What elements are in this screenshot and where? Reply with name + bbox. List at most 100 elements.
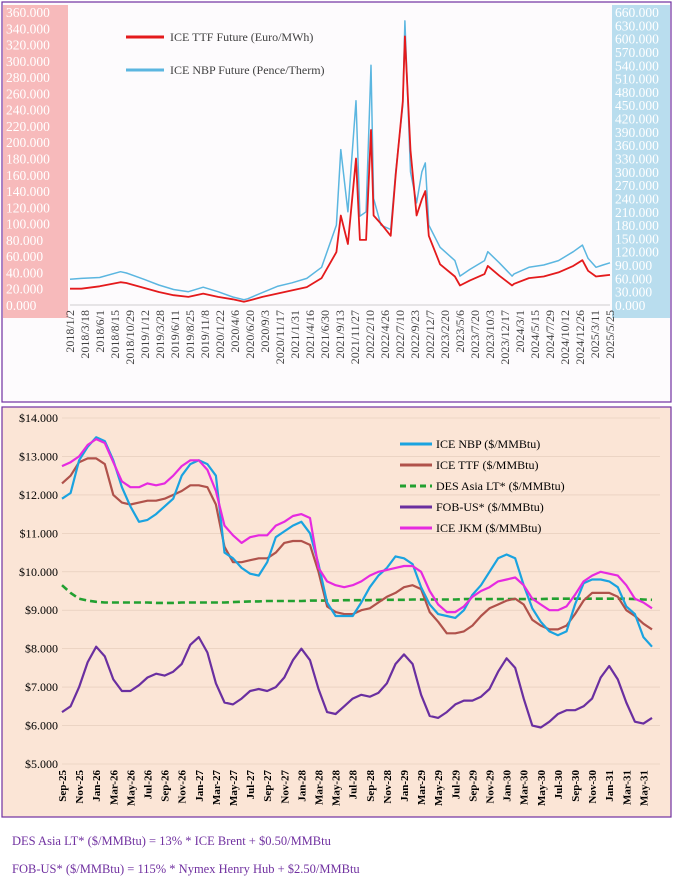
top-plot-area	[69, 20, 611, 303]
bottom-x-tick-label: Jul-27	[245, 770, 257, 800]
top-right-tick-label: 60.000	[615, 271, 652, 286]
top-right-tick-label: 570.000	[615, 45, 659, 60]
bottom-x-tick-label: Nov-25	[74, 770, 86, 804]
top-x-tick-label: 2022/9/23	[408, 310, 422, 359]
top-right-tick-label: 660.000	[615, 5, 659, 20]
top-x-tick-label: 2019/11/8	[198, 310, 212, 358]
bottom-x-tick-label: Mar-30	[519, 770, 531, 806]
bottom-x-tick-label: Jan-26	[91, 770, 103, 802]
top-left-tick-label: 40.000	[6, 265, 43, 280]
top-x-tick-label: 2022/12/7	[423, 310, 437, 359]
legend-label-jkm: ICE JKM ($/MMBtu)	[436, 521, 541, 535]
top-x-tick-label: 2023/5/6	[453, 310, 467, 353]
top-right-tick-label: 480.000	[615, 85, 659, 100]
top-x-tick-label: 2018/1/2	[63, 310, 77, 353]
bottom-x-tick-label: Sep-26	[160, 770, 172, 802]
footnote-fob-us: FOB-US* ($/MMBtu) = 115% * Nymex Henry H…	[12, 862, 360, 876]
legend-label-fob-us: FOB-US* ($/MMBtu)	[436, 500, 544, 514]
bottom-x-tick-label: May-30	[536, 770, 548, 807]
bottom-x-tick-label: Nov-27	[279, 770, 291, 804]
top-left-tick-label: 100.000	[6, 217, 50, 232]
series-line-ice-ttf-mmbtu	[61, 457, 653, 635]
top-left-tick-label: 0.000	[6, 298, 37, 313]
top-left-tick-label: 260.000	[6, 86, 50, 101]
bottom-x-tick-label: Jan-28	[296, 770, 308, 802]
top-x-tick-label: 2019/3/28	[153, 310, 167, 359]
top-right-tick-label: 510.000	[615, 72, 659, 87]
bottom-x-tick-label: Sep-27	[262, 770, 274, 802]
bottom-x-tick-label: Mar-28	[314, 770, 326, 806]
top-x-tick-label: 2024/7/29	[543, 310, 557, 359]
top-right-axis-band	[612, 5, 670, 318]
top-x-axis: 2018/1/2 2018/3/18 2018/6/1 2018/8/15 2018/1…	[63, 310, 617, 365]
bottom-x-tick-label: Mar-26	[108, 770, 120, 806]
top-right-tick-label: 390.000	[615, 125, 659, 140]
top-x-tick-label: 2020/9/3	[258, 310, 272, 353]
bottom-y-tick-label: $13.000	[19, 449, 58, 463]
top-left-tick-label: 360.000	[6, 5, 50, 20]
top-left-tick-label: 340.000	[6, 21, 50, 36]
top-right-tick-label: 30.000	[615, 285, 652, 300]
legend-label-ttf-future: ICE TTF Future (Euro/MWh)	[170, 30, 313, 44]
series-line-ice-ttf-future-euro-mwh	[70, 35, 611, 303]
bottom-x-tick-label: Jan-29	[399, 770, 411, 802]
top-x-tick-label: 2022/2/10	[363, 310, 377, 359]
bottom-y-tick-label: $12.000	[19, 488, 58, 502]
top-x-tick-label: 2021/11/27	[348, 310, 362, 364]
top-right-tick-label: 150.000	[615, 231, 659, 246]
top-right-tick-label: 450.000	[615, 98, 659, 113]
legend-label-nbp: ICE NBP ($/MMBtu)	[436, 437, 540, 451]
bottom-x-tick-label: May-27	[228, 770, 240, 807]
bottom-x-tick-label: May-31	[638, 770, 650, 806]
bottom-x-axis: Sep-25 Nov-25 Jan-26 Mar-26 May-26 Jul-26 Sep-…	[57, 770, 650, 807]
bottom-y-tick-label: $6.000	[25, 719, 58, 733]
series-line-ice-nbp-mmbtu	[61, 436, 653, 648]
top-x-tick-label: 2021/4/16	[303, 310, 317, 359]
bottom-y-tick-label: $9.000	[25, 603, 58, 617]
top-chart-frame	[1, 1, 672, 403]
top-right-tick-label: 330.000	[615, 152, 659, 167]
top-x-tick-label: 2019/1/12	[138, 310, 152, 359]
series-line-ice-jkm-mmbtu	[61, 438, 653, 614]
top-right-tick-label: 0.000	[615, 298, 646, 313]
bottom-y-tick-label: $11.000	[19, 526, 58, 540]
top-right-axis: 0.00030.00060.00090.000120.000150.000180…	[615, 5, 659, 313]
series-line-fob-us-mmbtu	[61, 636, 653, 729]
top-chart: 0.00020.00040.00060.00080.000100.000120.…	[1, 1, 672, 403]
top-x-tick-label: 2024/10/12	[558, 310, 572, 365]
top-x-tick-label: 2019/6/11	[168, 310, 182, 358]
top-left-tick-label: 160.000	[6, 168, 50, 183]
bottom-x-tick-label: May-28	[331, 770, 343, 807]
top-x-tick-label: 2025/5/25	[603, 310, 617, 359]
footnote-des-asia: DES Asia LT* ($/MMBtu) = 13% * ICE Brent…	[12, 834, 331, 848]
top-x-tick-label: 2022/4/26	[378, 310, 392, 359]
bottom-chart: $5.000 $6.000 $7.000 $8.000 $9.000 $10.000 $11…	[1, 406, 672, 818]
top-x-tick-label: 2018/8/15	[108, 310, 122, 359]
top-left-tick-label: 140.000	[6, 184, 50, 199]
bottom-x-tick-label: May-26	[125, 770, 137, 807]
top-left-tick-label: 60.000	[6, 249, 43, 264]
top-left-tick-label: 300.000	[6, 54, 50, 69]
series-line-ice-nbp-future-pence-therm	[69, 20, 611, 301]
series-line-des-asia-lt-mmbtu	[61, 584, 653, 605]
bottom-y-tick-label: $8.000	[25, 642, 58, 656]
top-left-tick-label: 220.000	[6, 119, 50, 134]
top-x-tick-label: 2022/7/10	[393, 310, 407, 359]
top-left-axis-band	[3, 5, 68, 318]
bottom-x-tick-label: Nov-28	[382, 770, 394, 804]
top-x-tick-label: 2024/5/15	[528, 310, 542, 359]
bottom-legend: ICE NBP ($/MMBtu) ICE TTF ($/MMBtu) DES …	[400, 437, 565, 535]
legend-label-des-asia: DES Asia LT* ($/MMBtu)	[436, 479, 565, 493]
bottom-y-axis: $5.000 $6.000 $7.000 $8.000 $9.000 $10.000 $11…	[19, 411, 58, 771]
top-x-tick-label: 2023/7/20	[468, 310, 482, 359]
bottom-x-tick-label: Mar-31	[621, 770, 633, 805]
top-right-tick-label: 630.000	[615, 18, 659, 33]
top-right-tick-label: 600.000	[615, 32, 659, 47]
bottom-x-tick-label: Jan-30	[502, 770, 514, 802]
top-left-tick-label: 120.000	[6, 200, 50, 215]
top-right-tick-label: 270.000	[615, 178, 659, 193]
bottom-x-tick-label: Jul-28	[348, 770, 360, 800]
top-right-tick-label: 420.000	[615, 112, 659, 127]
